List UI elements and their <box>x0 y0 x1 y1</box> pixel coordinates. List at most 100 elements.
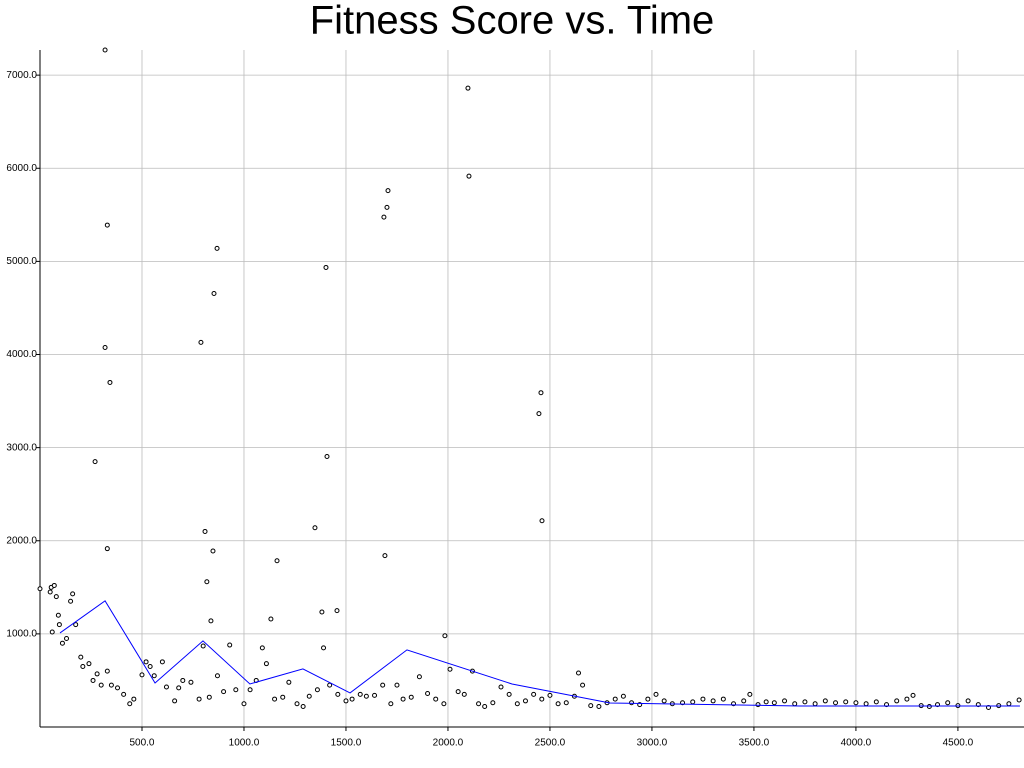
point <box>720 696 726 702</box>
point <box>314 687 320 693</box>
point <box>482 704 488 710</box>
point <box>442 633 448 639</box>
marks <box>37 47 1022 710</box>
point <box>357 691 363 697</box>
point <box>280 694 286 700</box>
point <box>139 672 145 678</box>
point <box>547 692 553 698</box>
point <box>73 622 79 628</box>
point <box>741 698 747 704</box>
point <box>690 699 696 705</box>
point <box>555 701 561 707</box>
point <box>37 586 43 592</box>
point <box>926 704 932 710</box>
point <box>416 674 422 680</box>
point <box>176 685 182 691</box>
point <box>349 696 355 702</box>
point <box>653 691 659 697</box>
point <box>700 696 706 702</box>
point <box>863 701 869 707</box>
point <box>107 379 113 385</box>
y-tick-label: 4000.0 <box>6 349 37 360</box>
point <box>92 459 98 465</box>
point <box>94 671 100 677</box>
point <box>620 693 626 699</box>
point <box>514 701 520 707</box>
point <box>522 698 528 704</box>
point <box>372 692 378 698</box>
point <box>363 693 369 699</box>
point <box>539 518 545 524</box>
point <box>833 700 839 706</box>
point <box>70 591 76 597</box>
point <box>476 701 482 707</box>
point <box>563 700 569 706</box>
x-tick-label: 3500.0 <box>739 738 770 749</box>
point <box>306 693 312 699</box>
point <box>221 689 227 695</box>
x-tick-label: 1500.0 <box>331 738 362 749</box>
point <box>56 622 62 628</box>
point <box>286 679 292 685</box>
point <box>172 698 178 704</box>
point <box>1006 701 1012 707</box>
point <box>59 640 65 646</box>
point <box>241 701 247 707</box>
chart-title: Fitness Score vs. Time <box>310 0 715 43</box>
point <box>335 691 341 697</box>
grid <box>40 50 1024 727</box>
point <box>86 661 92 667</box>
point <box>208 618 214 624</box>
point <box>433 696 439 702</box>
x-tick-label: 3000.0 <box>637 738 668 749</box>
point <box>268 616 274 622</box>
point <box>612 696 618 702</box>
point <box>334 608 340 614</box>
point <box>47 589 53 595</box>
point <box>910 692 916 698</box>
point <box>204 579 210 585</box>
x-tick-label: 1000.0 <box>229 738 260 749</box>
point <box>904 696 910 702</box>
point <box>214 673 220 679</box>
point <box>380 682 386 688</box>
point <box>873 699 879 705</box>
point <box>200 643 206 649</box>
point <box>455 689 461 695</box>
point <box>1016 697 1022 703</box>
point <box>51 582 57 588</box>
point <box>227 642 233 648</box>
point <box>822 698 828 704</box>
point <box>115 685 121 691</box>
point <box>121 691 127 697</box>
point <box>447 666 453 672</box>
point <box>381 214 387 220</box>
point <box>792 701 798 707</box>
x-tick-label: 4500.0 <box>943 738 974 749</box>
point <box>321 645 327 651</box>
point <box>90 677 96 683</box>
point <box>539 696 545 702</box>
point <box>206 694 212 700</box>
point <box>382 553 388 559</box>
point <box>53 594 59 600</box>
point <box>394 682 400 688</box>
point <box>596 704 602 710</box>
point <box>588 703 594 709</box>
point <box>108 682 114 688</box>
x-tick-label: 2500.0 <box>535 738 566 749</box>
point <box>385 188 391 194</box>
point <box>131 696 137 702</box>
point <box>151 673 157 679</box>
point <box>319 609 325 615</box>
point <box>259 645 265 651</box>
point <box>661 698 667 704</box>
point <box>755 702 761 708</box>
point <box>490 700 496 706</box>
point <box>327 682 333 688</box>
point <box>536 411 542 417</box>
point <box>388 701 394 707</box>
point <box>300 704 306 710</box>
